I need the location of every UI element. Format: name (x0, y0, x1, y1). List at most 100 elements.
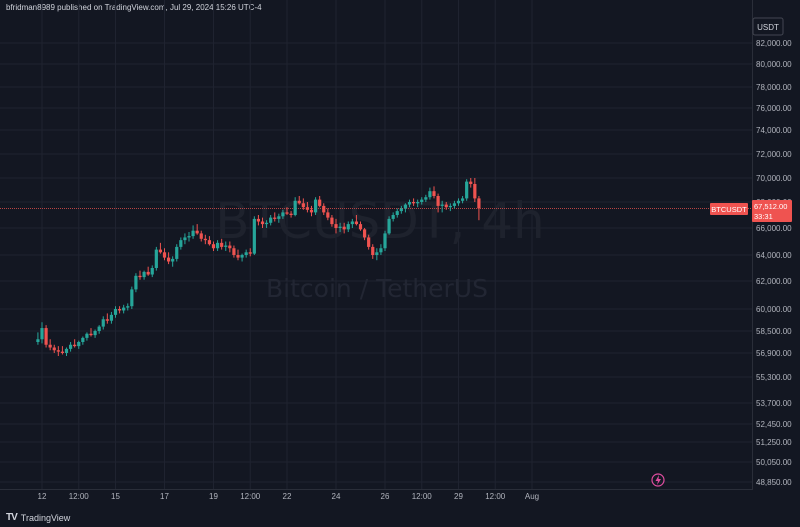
candle-body (432, 191, 436, 196)
candle-body (285, 212, 289, 214)
candle-up (109, 311, 114, 324)
candle-up (240, 253, 244, 262)
candle-down (60, 346, 65, 355)
candle-body (473, 184, 477, 199)
candle-body (109, 314, 114, 321)
candle-down (162, 248, 167, 261)
candle-up (456, 198, 461, 206)
candle-down (273, 212, 277, 222)
candle-body (154, 249, 158, 268)
time-tick-label: 22 (283, 492, 292, 501)
candle-down (158, 242, 163, 254)
candle-down (248, 248, 252, 257)
candle-down (199, 230, 203, 242)
candle-down (330, 215, 334, 227)
candle-down (318, 196, 322, 208)
candle-down (334, 218, 338, 234)
footer: TV TradingView (0, 511, 800, 527)
candle-down (469, 178, 473, 188)
candle-up (179, 237, 183, 250)
candle-down (52, 344, 56, 353)
candle-body (191, 230, 195, 237)
candle-up (391, 212, 395, 222)
candle-down (203, 234, 207, 245)
candle-body (452, 203, 457, 206)
candle-up (293, 197, 297, 217)
candle-body (77, 342, 81, 347)
candle-down (326, 208, 330, 221)
candle-body (301, 203, 305, 208)
tradingview-logo-icon[interactable]: TV (6, 512, 18, 523)
candle-body (416, 202, 420, 204)
candle-body (162, 252, 167, 258)
candle-down (44, 325, 48, 348)
time-tick-label: 12:00 (485, 492, 506, 501)
candle-up (440, 200, 444, 213)
price-tick-label: 76,000.00 (756, 104, 792, 113)
candle-down (309, 205, 314, 217)
candle-body (44, 328, 48, 345)
publish-info: bfridman8989 published on TradingView.co… (6, 3, 262, 12)
candle-body (338, 226, 342, 228)
lightning-icon[interactable] (651, 473, 665, 487)
price-axis[interactable]: 82,000.00 80,000.00 78,000.00 76,000.00 74,0… (756, 39, 792, 487)
candle-body (383, 233, 387, 249)
candle-up (338, 222, 342, 233)
candle-down (411, 198, 416, 206)
currency-button[interactable]: USDT (752, 17, 784, 36)
time-axis[interactable]: 12 12:00 15 17 19 12:00 22 24 26 12:00 29 12:00 Aug (38, 492, 540, 501)
candle-down (362, 228, 367, 241)
candle-up (224, 241, 228, 251)
candle-body (142, 271, 146, 278)
candle-up (68, 342, 73, 352)
candle-up (407, 199, 412, 208)
price-tick-label: 62,000.00 (756, 277, 792, 286)
candle-body (36, 339, 40, 342)
candle-up (36, 332, 40, 345)
candle-down (285, 207, 289, 215)
candle-body (318, 199, 322, 206)
candle-down (105, 313, 109, 324)
candle-body (465, 181, 469, 199)
candle-up (395, 208, 399, 218)
candle-body (175, 246, 179, 259)
price-tag-price: 67,512.00 (754, 202, 787, 211)
candle-body (395, 211, 399, 215)
candlestick-chart[interactable]: BTCUSDT, 4h Bitcoin / TetherUS 82,000.00… (0, 0, 800, 511)
time-tick-label: 29 (454, 492, 463, 501)
price-tick-label: 82,000.00 (756, 39, 792, 48)
candle-down (73, 339, 77, 348)
brand-name[interactable]: TradingView (20, 512, 71, 523)
candle-body (448, 205, 452, 208)
candle-body (81, 337, 85, 342)
candle-body (56, 350, 60, 352)
candle-down (211, 241, 216, 251)
candle-down (146, 266, 150, 276)
price-tick-label: 51,250.00 (756, 438, 792, 447)
candle-body (293, 200, 297, 215)
price-tick-label: 72,000.00 (756, 150, 792, 159)
candle-body (187, 236, 191, 238)
candles (36, 178, 481, 356)
price-tag-value-box (752, 200, 792, 222)
candle-up (269, 215, 273, 226)
candle-up (122, 304, 126, 314)
candle-down (48, 339, 52, 351)
candle-body (224, 245, 228, 247)
candle-up (416, 199, 420, 208)
candle-up (81, 336, 85, 345)
candle-body (436, 196, 440, 206)
candle-up (130, 286, 134, 309)
candle-body (97, 326, 101, 331)
candle-down (220, 238, 224, 250)
candle-up (154, 246, 158, 271)
candle-body (330, 217, 334, 225)
candle-body (68, 344, 73, 349)
time-tick-label: 12 (38, 492, 47, 501)
candle-body (362, 229, 367, 238)
candle-body (313, 199, 318, 213)
price-tick-label: 52,450.00 (756, 420, 792, 429)
candle-body (420, 199, 424, 202)
candle-up (346, 221, 350, 233)
candle-up (97, 325, 101, 334)
